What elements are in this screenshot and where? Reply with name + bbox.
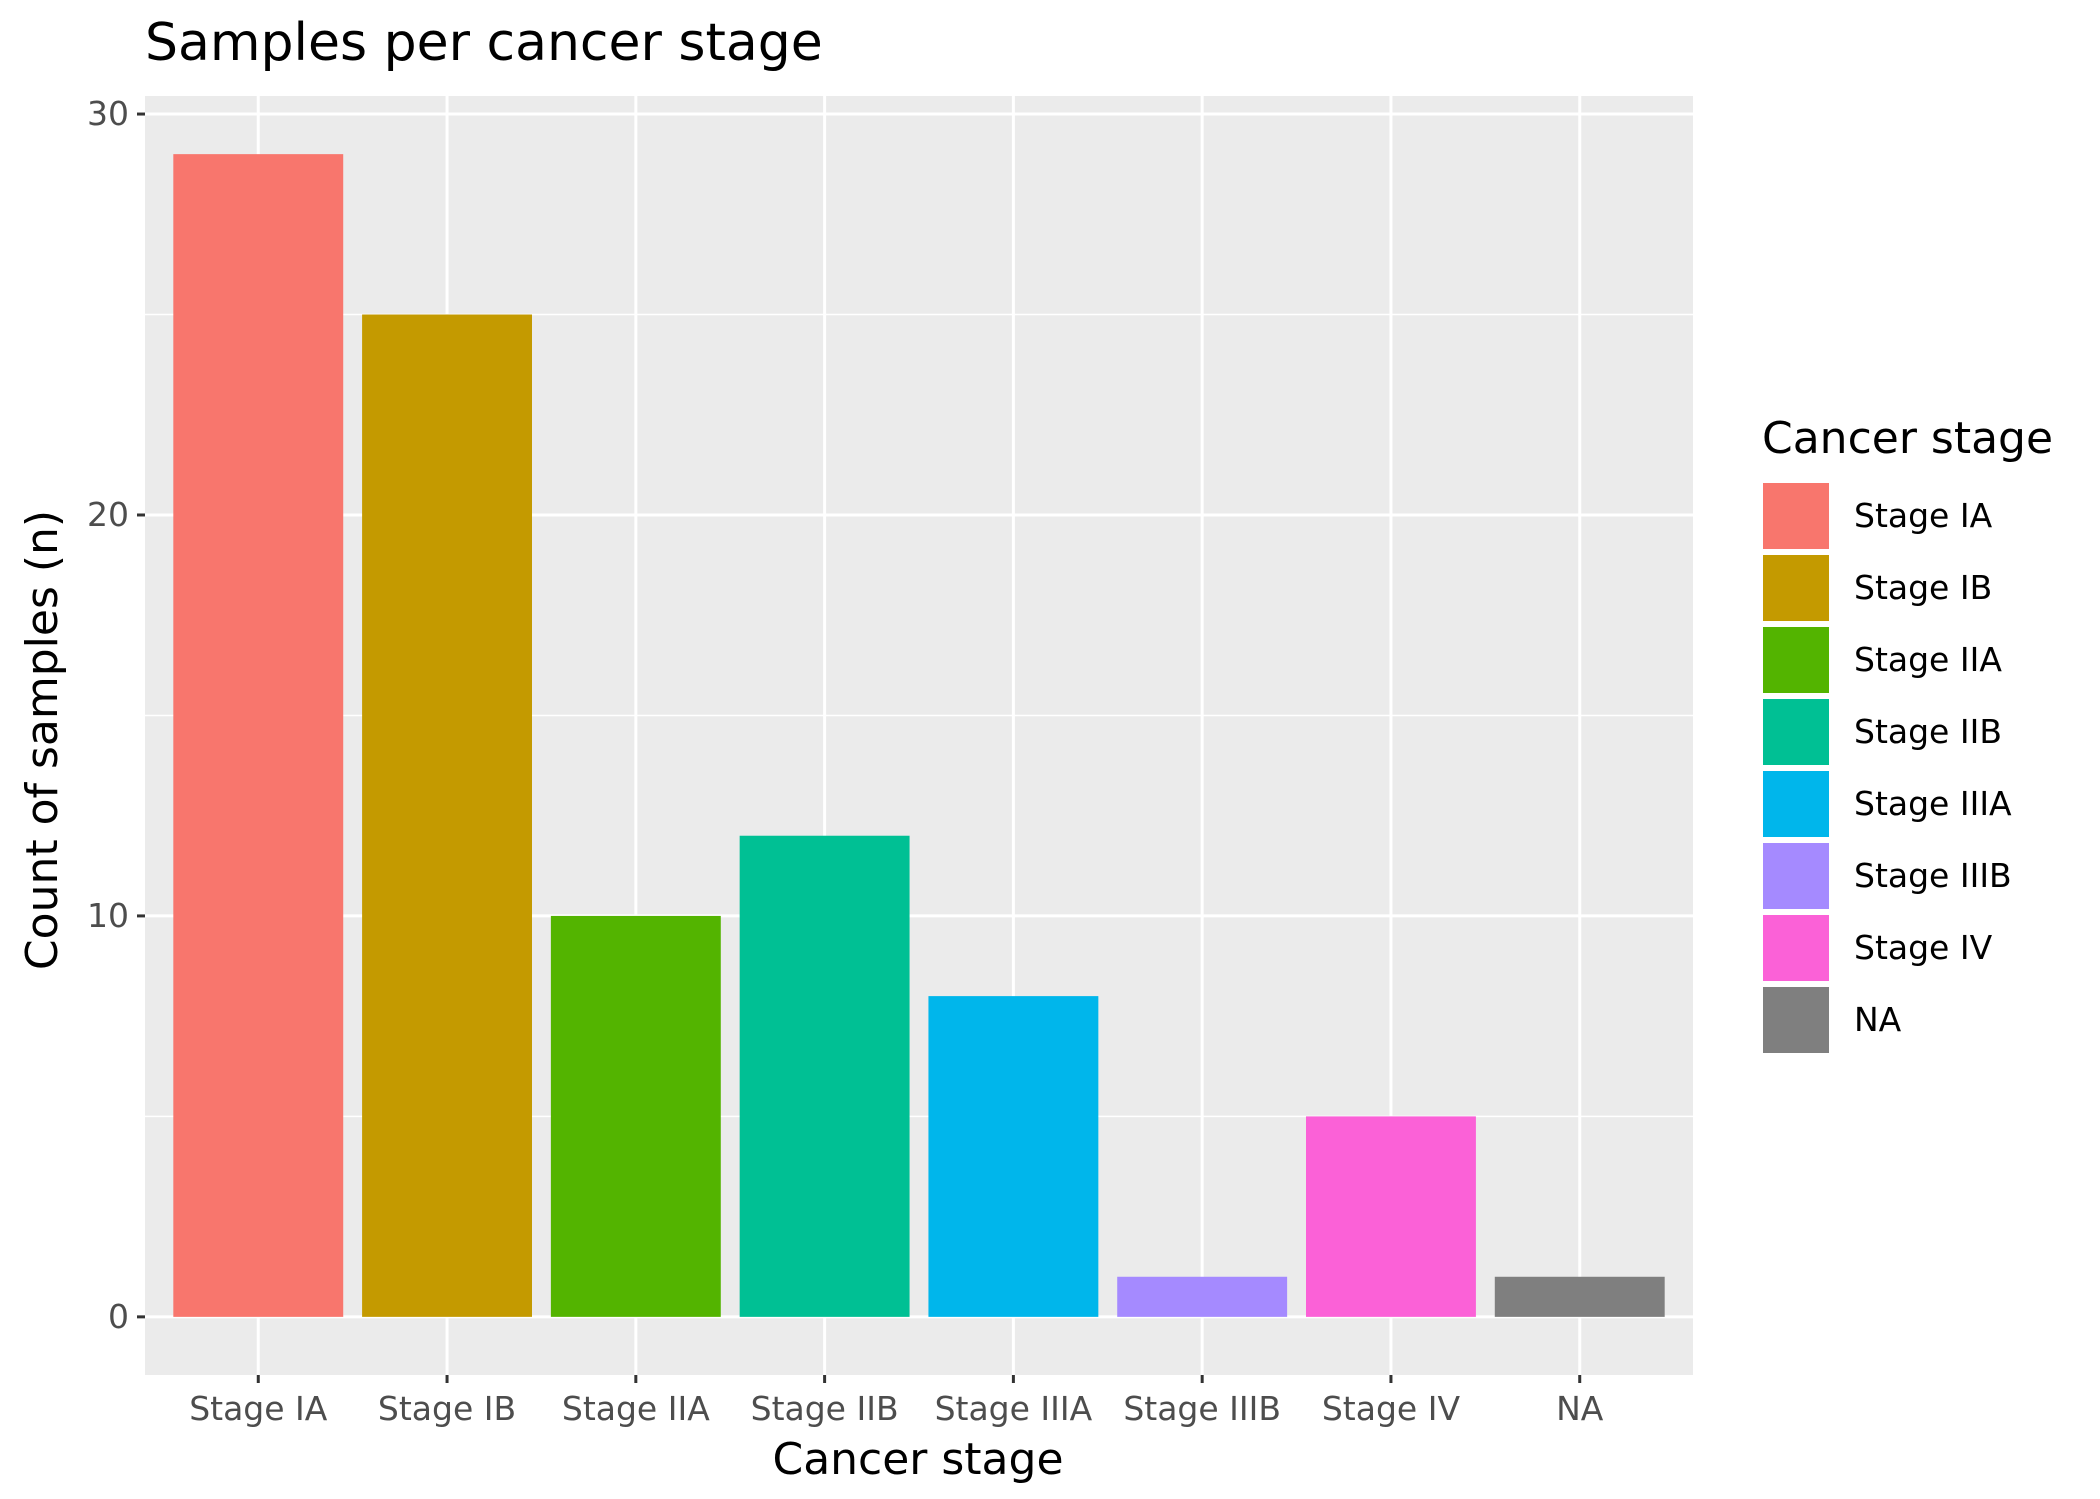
legend-key bbox=[1761, 913, 1831, 983]
x-axis: Stage IA Stage IB Stage IIA Stage IIB Stage … bbox=[189, 1375, 1604, 1428]
y-tick-label: 30 bbox=[87, 94, 129, 133]
x-tick-label: Stage IV bbox=[1322, 1389, 1461, 1428]
legend-key bbox=[1761, 553, 1831, 623]
bar-stage-iiia bbox=[928, 996, 1099, 1317]
x-axis-title: Cancer stage bbox=[772, 1434, 1063, 1485]
legend-key bbox=[1761, 769, 1831, 839]
legend-label: Stage IB bbox=[1854, 568, 1992, 607]
legend-key bbox=[1761, 985, 1831, 1055]
legend-label: Stage IIA bbox=[1854, 640, 2002, 679]
x-tick-label: Stage IIIA bbox=[935, 1389, 1093, 1428]
legend-key bbox=[1761, 481, 1831, 551]
bar-stage-iib bbox=[739, 835, 910, 1317]
legend-label: Stage IV bbox=[1854, 928, 1993, 967]
bar-na bbox=[1494, 1276, 1665, 1317]
x-tick-label: Stage IA bbox=[189, 1389, 328, 1428]
x-tick-label: Stage IIIB bbox=[1123, 1389, 1281, 1428]
legend-title: Cancer stage bbox=[1762, 413, 2053, 464]
y-tick-label: 0 bbox=[108, 1297, 129, 1336]
bar-stage-ib bbox=[362, 314, 532, 1317]
bar-stage-ia bbox=[173, 154, 344, 1317]
chart-title: Samples per cancer stage bbox=[145, 13, 823, 73]
x-tick-label: NA bbox=[1556, 1389, 1604, 1428]
legend-key bbox=[1761, 697, 1831, 767]
legend-label: NA bbox=[1854, 1000, 1902, 1039]
y-axis: 0 10 20 30 bbox=[87, 94, 145, 1336]
bar-stage-iv bbox=[1306, 1116, 1476, 1317]
x-tick-label: Stage IIB bbox=[751, 1389, 899, 1428]
legend-label: Stage IA bbox=[1854, 496, 1993, 535]
x-tick-label: Stage IB bbox=[378, 1389, 516, 1428]
legend-label: Stage IIIA bbox=[1854, 784, 2012, 823]
bar-stage-iia bbox=[550, 915, 721, 1317]
legend: Cancer stage Stage IA Stage IB Stage IIA St… bbox=[1761, 413, 2053, 1055]
y-axis-title: Count of samples (n) bbox=[17, 510, 68, 970]
bar-stage-iiib bbox=[1117, 1276, 1288, 1317]
y-tick-label: 20 bbox=[87, 495, 129, 534]
legend-key bbox=[1761, 625, 1831, 695]
x-tick-label: Stage IIA bbox=[562, 1389, 710, 1428]
bars bbox=[173, 154, 1665, 1317]
legend-label: Stage IIIB bbox=[1854, 856, 2012, 895]
legend-label: Stage IIB bbox=[1854, 712, 2002, 751]
legend-key bbox=[1761, 841, 1831, 911]
y-tick-label: 10 bbox=[87, 896, 129, 935]
